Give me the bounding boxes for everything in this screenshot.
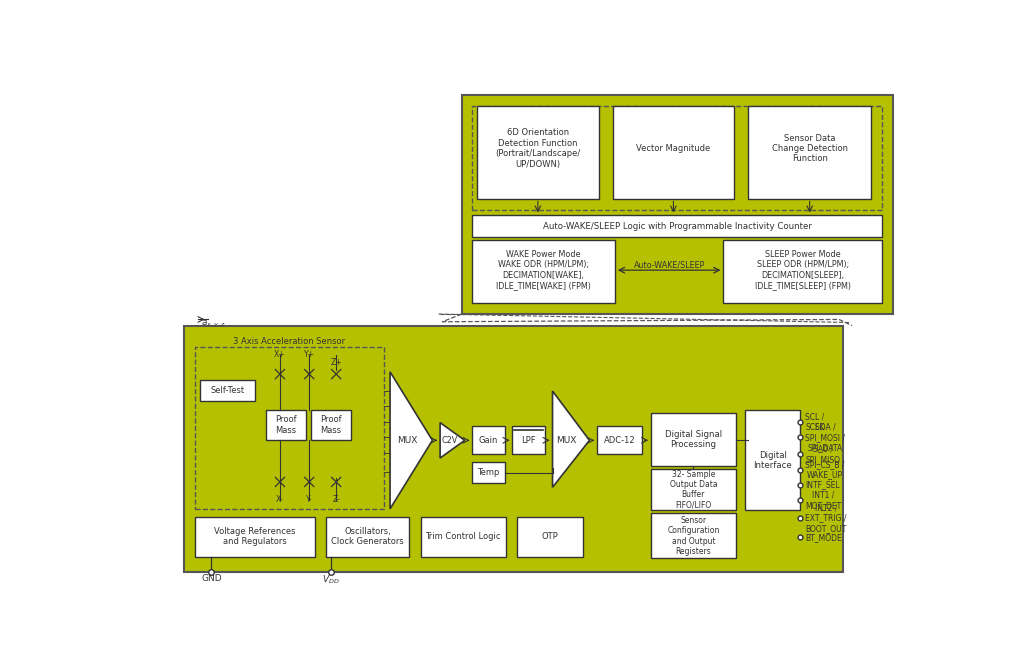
Polygon shape <box>440 422 465 458</box>
FancyBboxPatch shape <box>517 517 583 556</box>
Text: SCL /
SCLK: SCL / SCLK <box>805 412 824 432</box>
Text: 3 Axis Acceleration Sensor: 3 Axis Acceleration Sensor <box>233 337 345 346</box>
Polygon shape <box>390 372 432 509</box>
Text: SDA /
SPI_MOSI /
SPI_DATA: SDA / SPI_MOSI / SPI_DATA <box>805 422 845 452</box>
Text: Z-: Z- <box>332 495 340 504</box>
FancyBboxPatch shape <box>266 411 306 440</box>
FancyBboxPatch shape <box>326 517 410 556</box>
Text: Trim Control Logic: Trim Control Logic <box>425 532 501 541</box>
Text: Digital Signal
Processing: Digital Signal Processing <box>665 430 722 449</box>
FancyBboxPatch shape <box>651 469 736 510</box>
FancyBboxPatch shape <box>651 413 736 466</box>
FancyBboxPatch shape <box>651 513 736 558</box>
Text: INTF_SEL: INTF_SEL <box>805 480 840 490</box>
FancyBboxPatch shape <box>472 462 505 483</box>
Text: ADC-12: ADC-12 <box>604 436 635 445</box>
Text: X+: X+ <box>274 350 286 359</box>
FancyBboxPatch shape <box>612 106 734 199</box>
FancyBboxPatch shape <box>512 426 545 454</box>
Text: Temp: Temp <box>477 468 500 477</box>
FancyBboxPatch shape <box>597 426 642 454</box>
Text: Vector Magnitude: Vector Magnitude <box>636 144 711 153</box>
Text: $a_{x,y,z}$: $a_{x,y,z}$ <box>202 319 226 329</box>
Text: Voltage References
and Regulators: Voltage References and Regulators <box>214 527 295 546</box>
FancyBboxPatch shape <box>310 411 351 440</box>
Text: OTP: OTP <box>541 532 558 541</box>
Text: 6D Orientation
Detection Function
(Portrait/Landscape/
UP/DOWN): 6D Orientation Detection Function (Portr… <box>496 129 581 168</box>
Text: Oscillators,
Clock Generators: Oscillators, Clock Generators <box>332 527 404 546</box>
Text: Sensor Data
Change Detection
Function: Sensor Data Change Detection Function <box>772 133 848 164</box>
FancyBboxPatch shape <box>472 240 614 304</box>
Text: Y+: Y+ <box>304 350 314 359</box>
Text: Sensor
Configuration
and Output
Registers: Sensor Configuration and Output Register… <box>668 515 720 556</box>
Text: 32- Sample
Output Data
Buffer
FIFO/LIFO: 32- Sample Output Data Buffer FIFO/LIFO <box>670 469 717 510</box>
Text: MUX: MUX <box>556 436 577 445</box>
Text: INT2 /
EXT_TRIG /
BOOT_OUT: INT2 / EXT_TRIG / BOOT_OUT <box>805 503 847 533</box>
Text: Proof
Mass: Proof Mass <box>275 415 297 435</box>
FancyBboxPatch shape <box>472 215 882 237</box>
Text: Gain: Gain <box>479 436 499 445</box>
Text: LPF: LPF <box>521 436 536 445</box>
Text: SPI_CS_B /
WAKE_UP: SPI_CS_B / WAKE_UP <box>805 460 845 479</box>
FancyBboxPatch shape <box>745 411 801 510</box>
FancyBboxPatch shape <box>184 325 843 572</box>
Text: Z+: Z+ <box>331 358 342 367</box>
Text: Proof
Mass: Proof Mass <box>319 415 342 435</box>
Text: WAKE Power Mode
WAKE ODR (HPM/LPM);
DECIMATION[WAKE],
IDLE_TIME[WAKE] (FPM): WAKE Power Mode WAKE ODR (HPM/LPM); DECI… <box>496 250 591 290</box>
Polygon shape <box>553 391 590 487</box>
FancyBboxPatch shape <box>472 426 505 454</box>
Text: Y-: Y- <box>306 495 312 504</box>
Text: BT_MODE: BT_MODE <box>805 533 842 542</box>
FancyBboxPatch shape <box>477 106 599 199</box>
Text: INT1 /
MOT_DET: INT1 / MOT_DET <box>805 490 842 510</box>
Text: GND: GND <box>201 574 222 583</box>
Text: C2V: C2V <box>441 436 458 445</box>
Text: SLEEP Power Mode
SLEEP ODR (HPM/LPM);
DECIMATION[SLEEP],
IDLE_TIME[SLEEP] (FPM): SLEEP Power Mode SLEEP ODR (HPM/LPM); DE… <box>755 250 851 290</box>
FancyBboxPatch shape <box>421 517 506 556</box>
FancyBboxPatch shape <box>196 517 314 556</box>
Text: X-: X- <box>276 495 284 504</box>
FancyBboxPatch shape <box>749 106 871 199</box>
Text: Digital
Interface: Digital Interface <box>754 451 793 470</box>
Text: MUX: MUX <box>397 436 417 445</box>
FancyBboxPatch shape <box>462 94 893 314</box>
FancyBboxPatch shape <box>724 240 882 304</box>
FancyBboxPatch shape <box>200 379 255 401</box>
Text: $V_{DD}$: $V_{DD}$ <box>322 574 340 586</box>
Text: Auto-WAKE/SLEEP: Auto-WAKE/SLEEP <box>634 260 706 269</box>
Text: Auto-WAKE/SLEEP Logic with Programmable Inactivity Counter: Auto-WAKE/SLEEP Logic with Programmable … <box>543 222 812 231</box>
Text: SA0 /
SPI_MISO: SA0 / SPI_MISO <box>805 444 840 464</box>
Text: Self-Test: Self-Test <box>211 386 245 395</box>
